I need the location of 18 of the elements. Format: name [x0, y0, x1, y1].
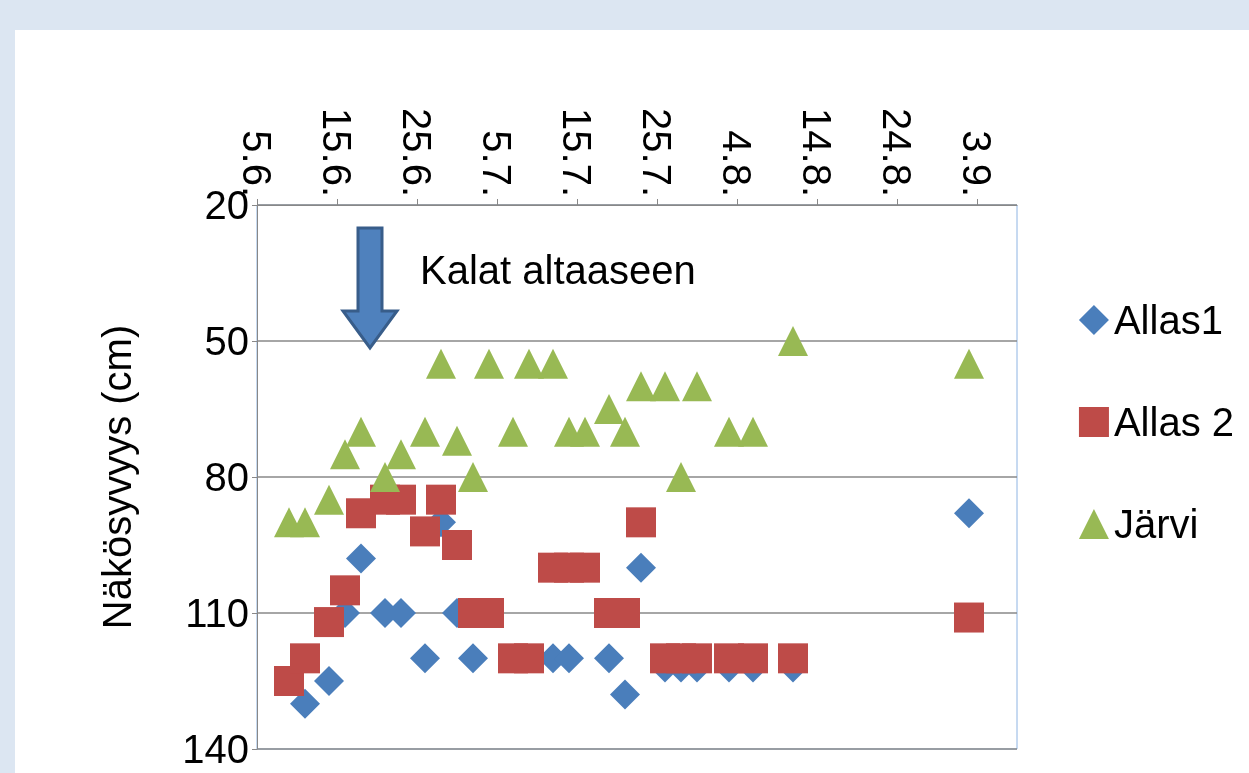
y-tick-label: 50 [204, 319, 249, 363]
legend-label: Allas 2 [1113, 400, 1234, 444]
y-tick-label: 110 [185, 591, 249, 635]
x-tick-label: 24.8. [875, 108, 919, 197]
legend-label: Järvi [1113, 502, 1199, 546]
x-tick-label: 4.8. [715, 130, 759, 197]
y-axis-title: Näkösyvyys (cm) [95, 324, 139, 630]
annotation: Kalat altaaseen [420, 248, 696, 292]
y-tick-label: 140 [182, 727, 249, 771]
x-tick-label: 15.7. [555, 108, 599, 197]
x-tick-label: 15.6. [315, 108, 359, 197]
x-tick-label: 25.7. [635, 108, 679, 197]
x-tick-label: 25.6. [395, 108, 439, 197]
y-tick-label: 80 [204, 455, 249, 499]
x-tick-label: 14.8. [795, 108, 839, 197]
x-tick-label: 5.7. [475, 130, 519, 197]
legend-label: Allas1 [1113, 298, 1223, 342]
x-tick-label: 3.9. [955, 130, 999, 197]
